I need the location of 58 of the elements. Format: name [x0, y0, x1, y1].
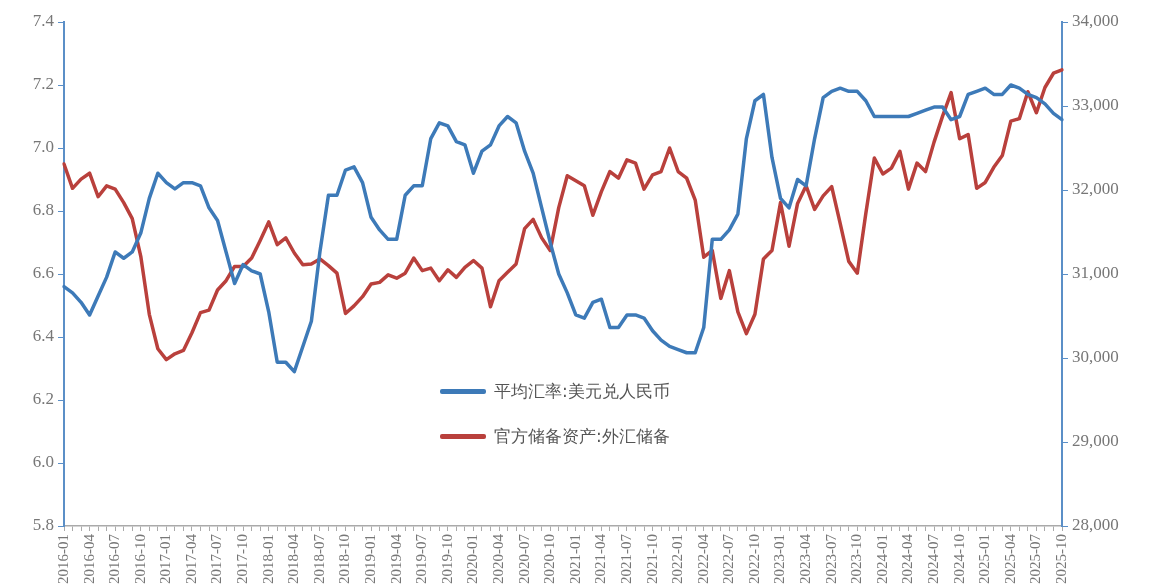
y-tick-label: 7.0	[32, 137, 54, 157]
x-tick-label: 2020-10	[541, 534, 558, 584]
legend-label: 平均汇率:美元兑人民币	[494, 380, 670, 403]
y2-tick-label: 29,000	[1072, 431, 1119, 451]
y2-tick-label: 33,000	[1072, 95, 1119, 115]
x-tick-label: 2017-04	[182, 533, 199, 584]
x-tick-label: 2021-01	[566, 534, 583, 584]
x-tick-label: 2020-01	[464, 534, 481, 584]
x-tick-label: 2016-07	[106, 533, 123, 584]
x-tick-label: 2023-10	[848, 534, 865, 584]
x-tick-label: 2023-07	[822, 533, 839, 584]
x-tick-label: 2018-01	[259, 534, 276, 584]
x-tick-label: 2017-01	[157, 534, 174, 584]
x-tick-label: 2025-04	[1001, 533, 1018, 584]
y2-tick-label: 30,000	[1072, 347, 1119, 367]
x-tick-label: 2024-04	[899, 533, 916, 584]
x-tick-label: 2018-07	[310, 533, 327, 584]
x-tick-label: 2016-10	[131, 534, 148, 584]
legend-label: 官方储备资产:外汇储备	[494, 425, 670, 448]
x-tick-label: 2019-01	[362, 534, 379, 584]
x-tick-label: 2021-07	[617, 533, 634, 584]
x-tick-label: 2021-10	[643, 534, 660, 584]
x-tick-label: 2016-01	[54, 534, 71, 584]
y-tick-label: 6.8	[32, 200, 54, 220]
y-tick-label: 6.2	[32, 389, 54, 409]
y-tick-label: 7.4	[32, 11, 55, 31]
x-tick-label: 2019-07	[413, 533, 430, 584]
x-tick-label: 2017-10	[234, 534, 251, 584]
y-tick-label: 6.4	[32, 326, 55, 346]
x-tick-label: 2022-10	[745, 534, 762, 584]
x-tick-label: 2023-04	[797, 533, 814, 584]
x-tick-label: 2022-04	[694, 533, 711, 584]
y-tick-label: 6.0	[32, 452, 54, 472]
x-tick-label: 2022-01	[669, 534, 686, 584]
x-tick-label: 2019-10	[438, 534, 455, 584]
x-tick-label: 2022-07	[720, 533, 737, 584]
x-tick-label: 2024-10	[950, 534, 967, 584]
x-tick-label: 2019-04	[387, 533, 404, 584]
x-tick-label: 2017-07	[208, 533, 225, 584]
x-tick-label: 2016-04	[80, 533, 97, 584]
y2-tick-label: 31,000	[1072, 263, 1119, 283]
y-tick-label: 5.8	[32, 515, 54, 535]
y-tick-label: 6.6	[32, 263, 54, 283]
x-tick-label: 2024-07	[924, 533, 941, 584]
x-tick-label: 2020-04	[489, 533, 506, 584]
y2-tick-label: 32,000	[1072, 179, 1119, 199]
y2-tick-label: 28,000	[1072, 515, 1119, 535]
x-tick-label: 2018-04	[285, 533, 302, 584]
x-tick-label: 2021-04	[592, 533, 609, 584]
x-tick-label: 2025-07	[1027, 533, 1044, 584]
x-tick-label: 2018-10	[336, 534, 353, 584]
y2-tick-label: 34,000	[1072, 11, 1119, 31]
x-tick-label: 2023-01	[771, 534, 788, 584]
x-tick-label: 2024-01	[873, 534, 890, 584]
x-tick-label: 2020-07	[515, 533, 532, 584]
x-tick-label: 2025-01	[976, 534, 993, 584]
y-tick-label: 7.2	[32, 74, 54, 94]
x-tick-label: 2025-10	[1052, 534, 1069, 584]
